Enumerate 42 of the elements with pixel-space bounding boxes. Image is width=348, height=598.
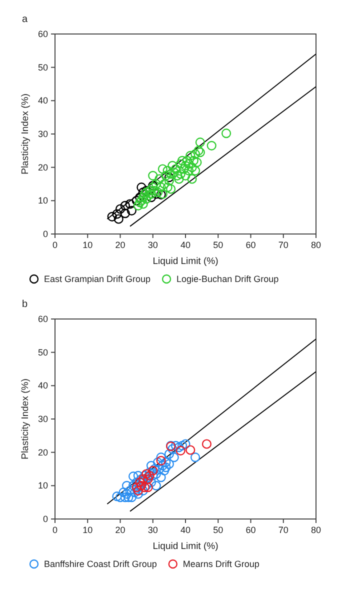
y-axis-title: Plasticity Index (%) [20, 378, 31, 460]
legend-label: Mearns Drift Group [182, 559, 260, 569]
legend-label: Banffshire Coast Drift Group [44, 559, 157, 569]
y-axis-title: Plasticity Index (%) [20, 94, 31, 174]
y-tick-label: 60 [38, 29, 48, 39]
x-tick-label: 0 [52, 525, 58, 535]
y-tick-label: 0 [42, 514, 48, 524]
x-axis-title: Liquid Limit (%) [152, 256, 218, 267]
x-tick-label: 40 [180, 525, 191, 535]
x-tick-label: 50 [213, 240, 224, 250]
x-tick-label: 80 [310, 525, 322, 535]
x-tick-label: 70 [278, 240, 288, 250]
y-tick-label: 10 [38, 480, 48, 491]
legend-label: Logie-Buchan Drift Group [176, 274, 279, 284]
y-tick-label: 40 [38, 96, 48, 106]
y-tick-label: 40 [38, 380, 48, 391]
x-tick-label: 60 [246, 525, 256, 535]
x-tick-label: 20 [115, 240, 126, 250]
x-tick-label: 0 [52, 240, 58, 250]
y-tick-label: 50 [38, 62, 48, 72]
x-tick-label: 10 [82, 240, 93, 250]
y-tick-label: 20 [38, 162, 48, 172]
chart-title: b [22, 299, 28, 310]
x-axis-title: Liquid Limit (%) [152, 541, 218, 552]
y-tick-label: 10 [38, 196, 48, 206]
x-tick-label: 30 [148, 525, 158, 535]
y-tick-label: 30 [38, 414, 48, 424]
x-tick-label: 40 [180, 240, 191, 250]
y-tick-label: 60 [38, 314, 48, 324]
x-tick-label: 60 [246, 240, 256, 250]
x-tick-label: 70 [278, 525, 288, 535]
y-tick-label: 30 [38, 129, 48, 139]
x-tick-label: 20 [115, 525, 126, 535]
y-tick-label: 0 [42, 229, 48, 239]
legend-label: East Grampian Drift Group [44, 274, 151, 284]
y-tick-label: 20 [38, 447, 48, 458]
x-tick-label: 30 [148, 240, 158, 250]
chart-title: a [22, 14, 28, 25]
x-tick-label: 10 [82, 525, 93, 535]
x-tick-label: 50 [213, 525, 224, 535]
y-tick-label: 50 [38, 347, 48, 358]
x-tick-label: 80 [310, 240, 322, 250]
